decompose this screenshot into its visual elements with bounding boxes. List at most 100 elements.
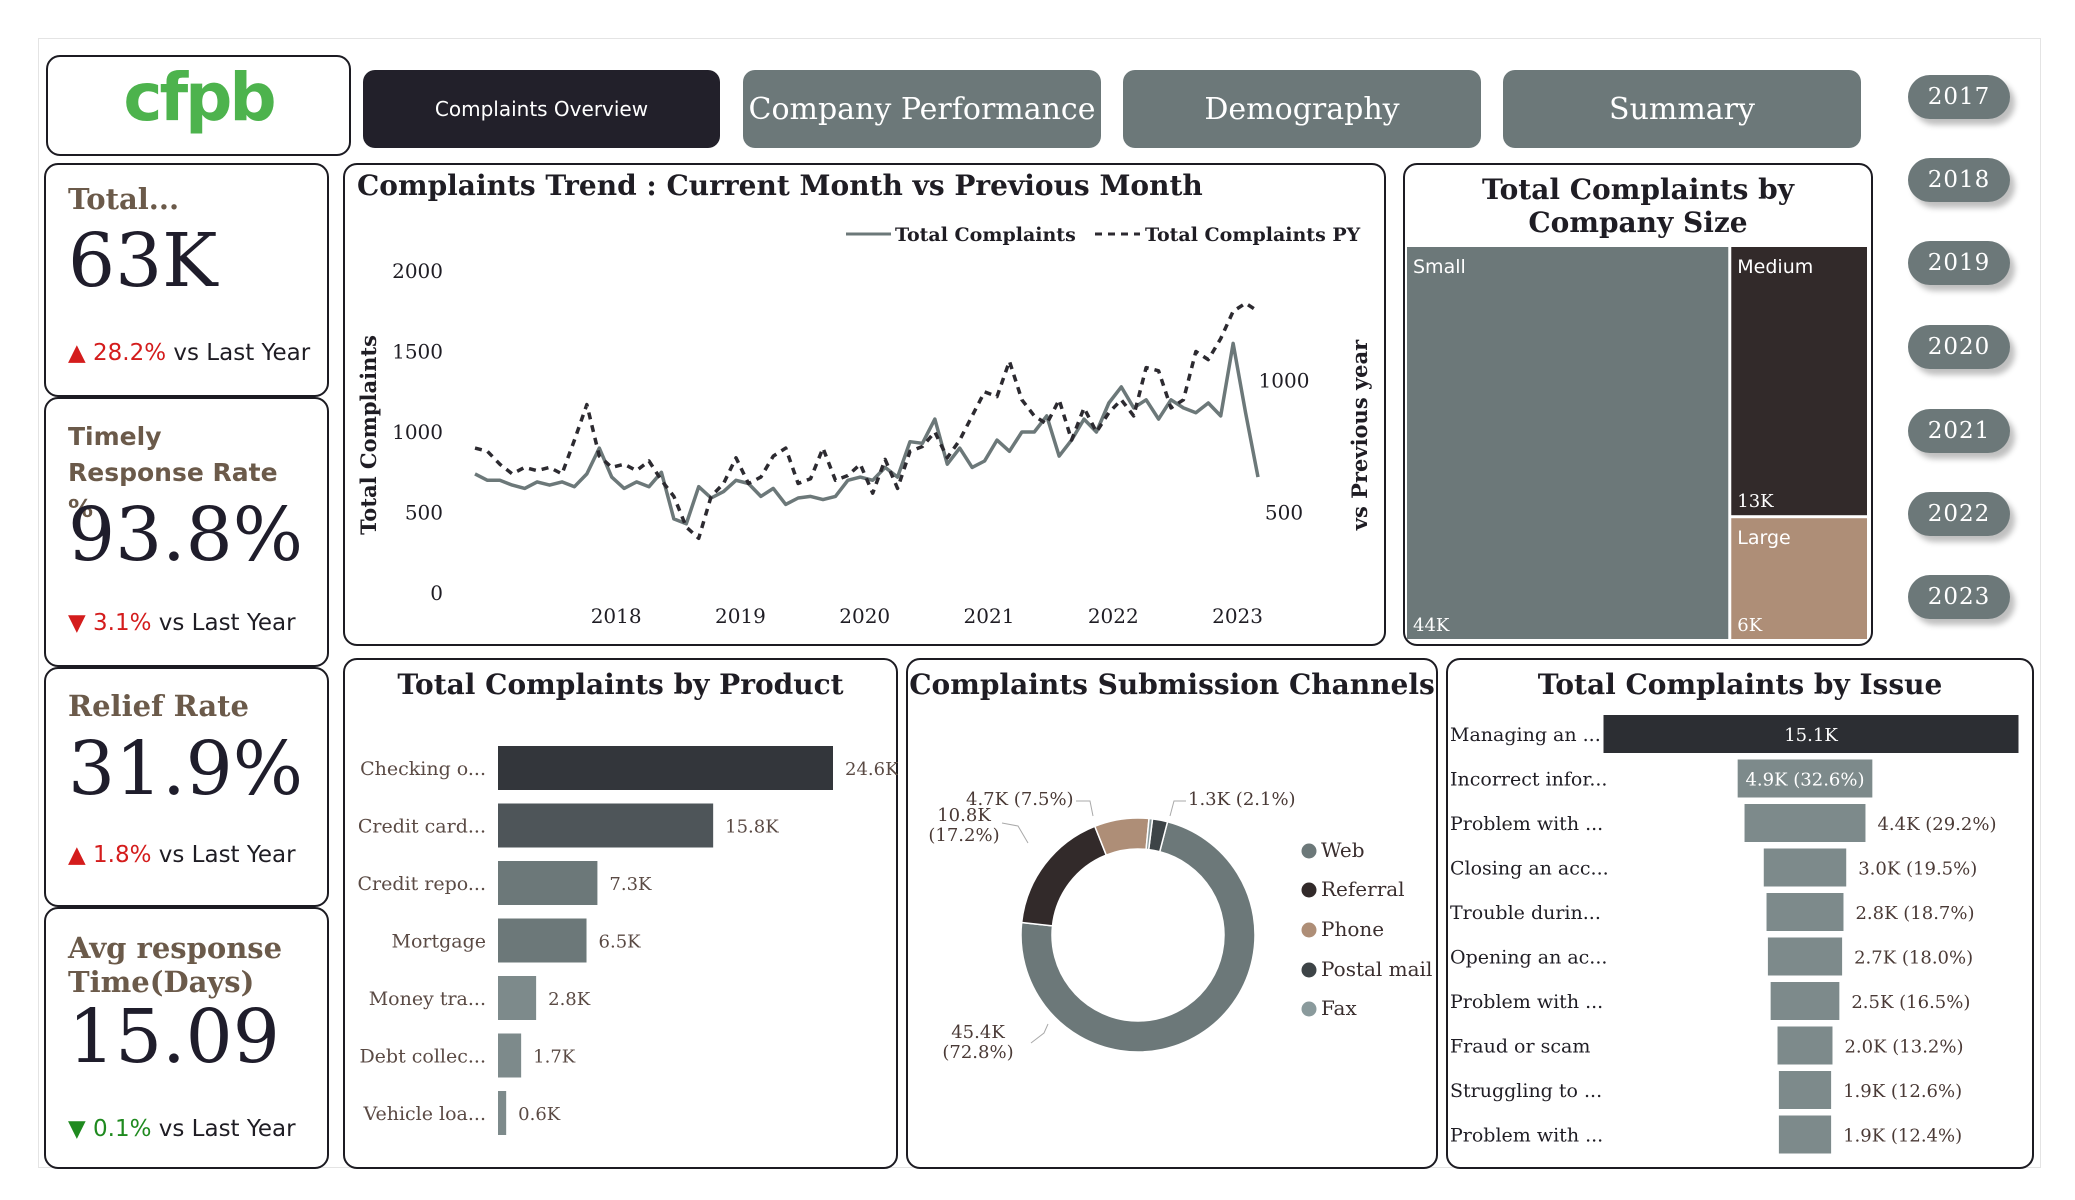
kpi-delta: ▼ 3.1% vs Last Year xyxy=(68,610,296,636)
year-button-2017[interactable]: 2017 xyxy=(1908,75,2010,119)
issue-bar-value: 4.9K (32.6%) xyxy=(1745,770,1864,791)
year-button-2023[interactable]: 2023 xyxy=(1908,575,2010,619)
legend-label: Referral xyxy=(1321,877,1405,901)
bar-value-label: 2.8K xyxy=(548,989,591,1010)
issue-category-label: Opening an ac... xyxy=(1450,947,1607,969)
kpi-delta-suffix: vs Last Year xyxy=(166,340,311,366)
bar[interactable] xyxy=(498,746,833,790)
donut-slice-label: (17.2%) xyxy=(928,825,999,846)
kpi-delta-suffix: vs Last Year xyxy=(151,842,296,868)
issue-bar[interactable] xyxy=(1778,1071,1832,1109)
issue-bar[interactable] xyxy=(1778,1115,1832,1154)
y-tick-label: 500 xyxy=(405,501,443,525)
issue-category-label: Managing an ... xyxy=(1450,724,1601,746)
legend-label: Total Complaints xyxy=(895,224,1076,246)
bar-category-label: Credit repo... xyxy=(358,873,487,895)
channels-chart-card: Complaints Submission Channels xyxy=(906,658,1438,1169)
series-line-total-complaints-py xyxy=(474,301,1259,541)
trend-chart-card: Complaints Trend : Current Month vs Prev… xyxy=(343,163,1386,646)
y-axis-label: Total Complaints xyxy=(356,335,381,535)
issue-bar[interactable] xyxy=(1763,848,1847,887)
donut-slice-web[interactable] xyxy=(1020,820,1256,1053)
y2-tick-label: 1000 xyxy=(1259,368,1310,392)
x-tick-label: 2018 xyxy=(591,604,642,628)
y-tick-label: 0 xyxy=(430,581,443,605)
year-button-2021[interactable]: 2021 xyxy=(1908,409,2010,453)
donut-slice-label: 10.8K xyxy=(937,805,991,826)
year-button-2022[interactable]: 2022 xyxy=(1908,492,2010,536)
issue-category-label: Closing an acc... xyxy=(1450,858,1609,880)
treemap-tile-label: Large xyxy=(1737,527,1790,549)
treemap-tile-small[interactable] xyxy=(1407,247,1729,639)
donut-slice-postal-mail[interactable] xyxy=(1147,818,1169,853)
issue-bar-value: 3.0K (19.5%) xyxy=(1858,859,1977,880)
kpi-delta-suffix: vs Last Year xyxy=(151,610,296,636)
issue-bar-value: 1.9K (12.4%) xyxy=(1843,1126,1962,1147)
trend-chart: Total Complaints Total Complaints PY 0 500… xyxy=(356,224,1372,628)
donut-slice-label: 4.7K (7.5%) xyxy=(966,789,1074,810)
kpi-delta-value: 0.1% xyxy=(93,1116,152,1142)
issue-bar-value: 2.8K (18.7%) xyxy=(1855,903,1974,924)
bar-value-label: 15.8K xyxy=(725,817,779,838)
legend-label: Postal mail xyxy=(1321,957,1432,981)
donut-slice-label: 45.4K xyxy=(951,1022,1005,1043)
bar-value-label: 0.6K xyxy=(518,1104,561,1125)
kpi-value: 93.8% xyxy=(68,492,304,578)
bar[interactable] xyxy=(498,1033,522,1078)
issue-bar[interactable] xyxy=(1766,893,1844,931)
product-chart-title: Total Complaints by Product xyxy=(397,668,844,701)
treemap-tile-value: 13K xyxy=(1737,491,1774,512)
tab-demography[interactable]: Demography xyxy=(1123,70,1481,148)
legend-label: Total Complaints PY xyxy=(1145,224,1361,246)
donut-slice-label: 1.3K (2.1%) xyxy=(1188,789,1296,810)
bar[interactable] xyxy=(498,976,537,1020)
treemap-tile-medium[interactable] xyxy=(1731,247,1867,516)
issue-bar-value: 4.4K (29.2%) xyxy=(1877,814,1996,835)
donut-slice-referral[interactable] xyxy=(1020,825,1108,927)
issue-bar[interactable] xyxy=(1767,937,1843,976)
issue-bar[interactable] xyxy=(1777,1026,1833,1065)
bar-category-label: Vehicle loa... xyxy=(363,1103,487,1125)
product-chart-card: Total Complaints by Product xyxy=(343,658,898,1169)
kpi-title: Timely Response Rate % xyxy=(68,422,278,523)
x-tick-label: 2022 xyxy=(1088,604,1139,628)
kpi-delta: ▲ 1.8% vs Last Year xyxy=(68,842,296,868)
y2-tick-label: 500 xyxy=(1265,501,1303,525)
kpi-value: 31.9% xyxy=(68,726,304,812)
cfpb-logo: cfpb xyxy=(123,59,276,136)
issue-bar[interactable] xyxy=(1737,759,1873,798)
channels-donut-chart: 45.4K(72.8%) 10.8K(17.2%) 4.7K (7.5%) 1.3K … xyxy=(928,789,1432,1063)
kpi-title: Total... xyxy=(68,182,180,216)
bar[interactable] xyxy=(498,1091,507,1135)
bar[interactable] xyxy=(498,861,598,905)
kpi-title: Relief Rate xyxy=(68,689,250,723)
tab-company-performance[interactable]: Company Performance xyxy=(743,70,1101,148)
bar[interactable] xyxy=(498,918,587,963)
tab-complaints-overview[interactable]: Complaints Overview xyxy=(363,70,720,148)
year-button-2018[interactable]: 2018 xyxy=(1908,158,2010,202)
issue-bar[interactable] xyxy=(1603,715,2019,753)
issue-bar-value: 15.1K xyxy=(1784,725,1838,746)
issue-bar[interactable] xyxy=(1744,804,1866,842)
kpi-card-avg-response-time: Avg response Time(Days) 15.09 ▼ 0.1% vs … xyxy=(44,907,329,1169)
issue-bar[interactable] xyxy=(1770,982,1840,1020)
year-button-2019[interactable]: 2019 xyxy=(1908,241,2010,285)
tab-summary[interactable]: Summary xyxy=(1503,70,1861,148)
donut-slice-fax[interactable] xyxy=(1145,817,1154,851)
series-line-total-complaints xyxy=(474,341,1260,526)
kpi-delta-value: 3.1% xyxy=(93,610,152,636)
arrow-up-icon: ▲ xyxy=(68,340,86,366)
kpi-value: 15.09 xyxy=(68,994,280,1080)
legend-label: Fax xyxy=(1321,996,1357,1020)
donut-slice-label: (72.8%) xyxy=(942,1042,1013,1063)
treemap-tile-value: 44K xyxy=(1413,615,1450,636)
bar[interactable] xyxy=(498,803,714,848)
treemap-tile-large[interactable] xyxy=(1731,518,1867,639)
issue-category-label: Fraud or scam xyxy=(1450,1036,1590,1058)
y-tick-label: 1500 xyxy=(392,340,443,364)
year-button-2020[interactable]: 2020 xyxy=(1908,325,2010,369)
legend-dot xyxy=(1301,843,1317,859)
leader-line xyxy=(1030,1023,1049,1044)
issue-bar-value: 2.7K (18.0%) xyxy=(1854,948,1973,969)
issue-category-label: Problem with ... xyxy=(1450,813,1603,835)
